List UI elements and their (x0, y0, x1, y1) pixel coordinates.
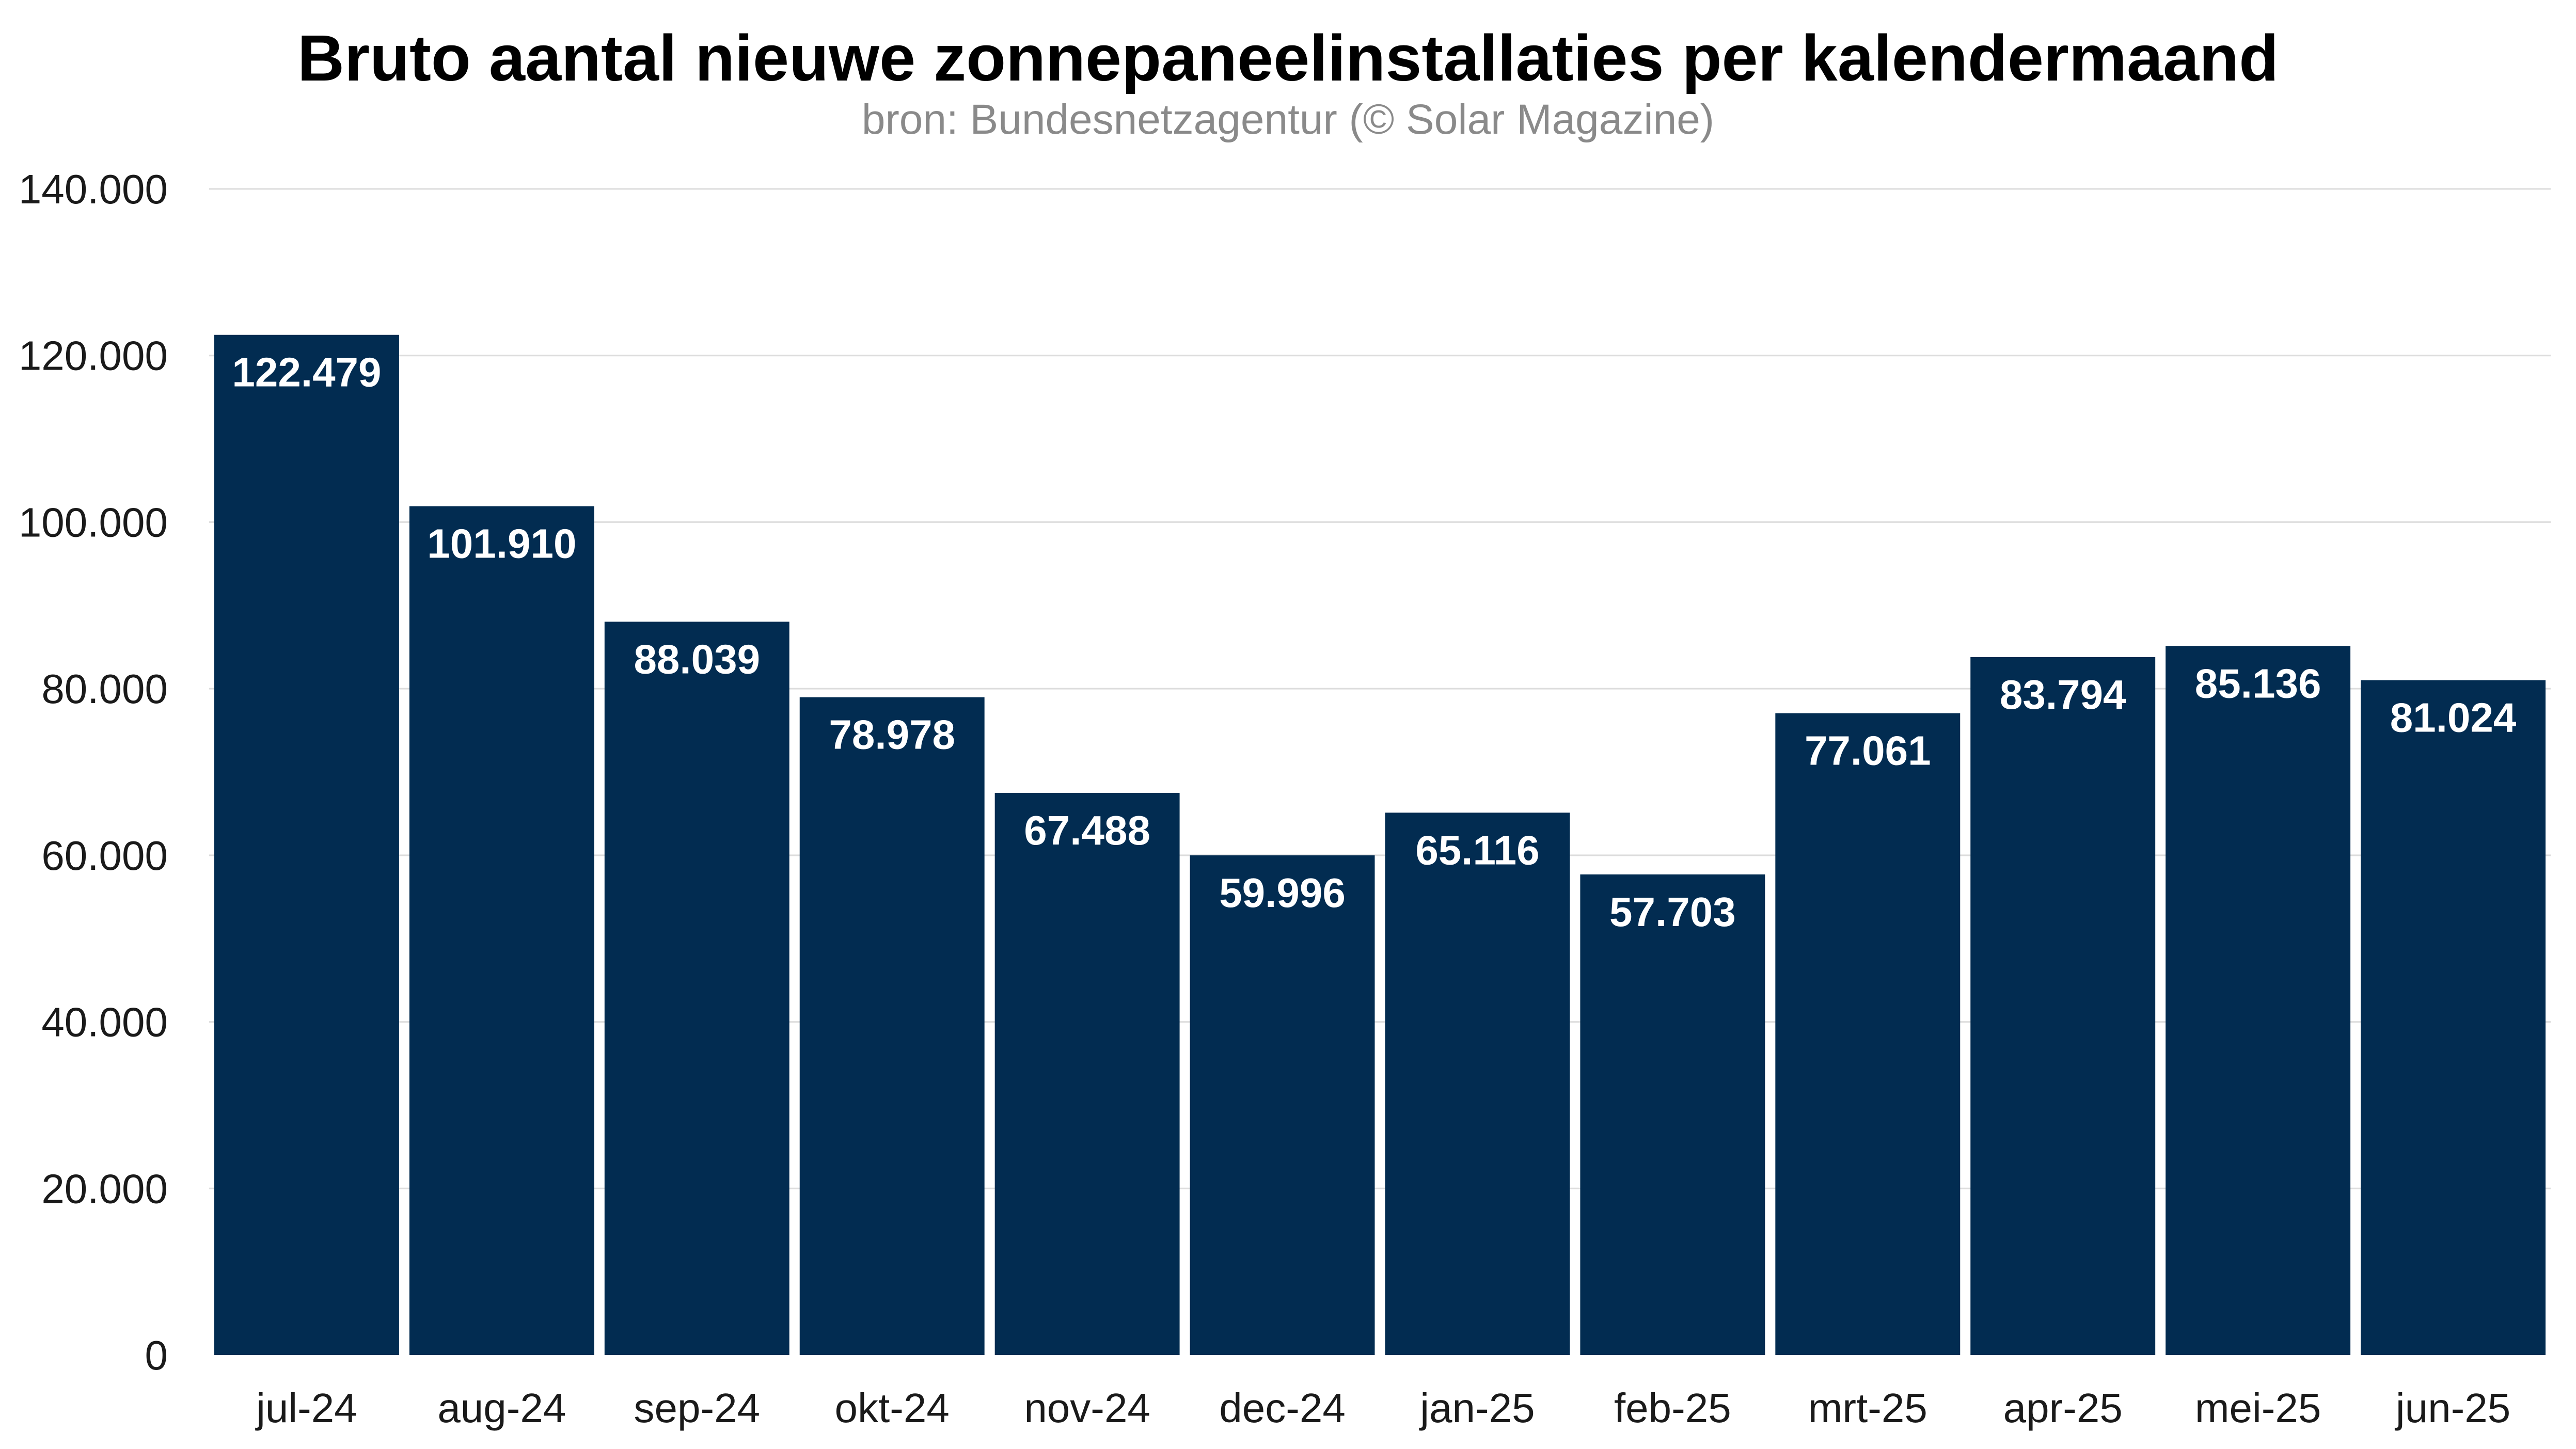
bar (2166, 646, 2351, 1355)
y-tick-label: 60.000 (41, 833, 168, 879)
bar-value-label: 65.116 (1415, 827, 1539, 873)
bar (2361, 680, 2546, 1355)
y-tick-label: 20.000 (41, 1166, 168, 1212)
bar (1970, 657, 2156, 1355)
x-tick-label: jun-25 (2395, 1385, 2510, 1431)
bar-value-label: 67.488 (1024, 807, 1150, 853)
bar (409, 506, 594, 1355)
bar (799, 697, 985, 1355)
bar-value-label: 77.061 (1805, 728, 1931, 774)
bar-value-label: 85.136 (2195, 660, 2321, 706)
x-tick-label: jan-25 (1419, 1385, 1535, 1431)
x-tick-label: dec-24 (1219, 1385, 1346, 1431)
bar (1580, 874, 1765, 1355)
y-tick-label: 80.000 (41, 666, 168, 712)
value-labels: 122.479 101.910 88.039 78.978 67.488 59.996 65… (232, 349, 2517, 935)
bar (1385, 813, 1570, 1355)
x-tick-label: apr-25 (2003, 1385, 2123, 1431)
gridlines (209, 188, 2551, 1189)
bar (604, 622, 789, 1355)
y-tick-label: 40.000 (41, 999, 168, 1045)
chart-title: Bruto aantal nieuwe zonnepaneelinstallat… (297, 22, 2279, 94)
x-tick-label: aug-24 (437, 1385, 566, 1431)
bar (1775, 713, 1961, 1355)
x-tick-label: mrt-25 (1808, 1385, 1927, 1431)
y-tick-label: 140.000 (19, 166, 168, 212)
x-axis-ticks: jul-24 aug-24 sep-24 okt-24 nov-24 dec-24 jan-… (255, 1385, 2510, 1431)
bar (214, 335, 399, 1355)
bar (994, 793, 1180, 1355)
y-axis-ticks: 0 20.000 40.000 60.000 80.000 100.000 120.000 1… (19, 166, 168, 1378)
y-tick-label: 0 (145, 1332, 168, 1378)
bar-value-label: 57.703 (1609, 889, 1736, 935)
chart-subtitle: bron: Bundesnetzagentur (© Solar Magazin… (861, 96, 1715, 143)
y-tick-label: 100.000 (19, 499, 168, 545)
y-tick-label: 120.000 (19, 333, 168, 379)
bar-value-label: 59.996 (1219, 870, 1346, 916)
bar (1190, 855, 1375, 1355)
bars (214, 335, 2546, 1355)
bar-value-label: 78.978 (829, 712, 955, 758)
bar-value-label: 81.024 (2390, 695, 2517, 741)
x-tick-label: feb-25 (1614, 1385, 1731, 1431)
bar-value-label: 101.910 (427, 521, 576, 567)
x-tick-label: sep-24 (634, 1385, 760, 1431)
bar-value-label: 122.479 (232, 349, 381, 395)
x-tick-label: nov-24 (1024, 1385, 1150, 1431)
x-tick-label: okt-24 (835, 1385, 950, 1431)
x-tick-label: mei-25 (2195, 1385, 2321, 1431)
bar-value-label: 83.794 (2000, 672, 2126, 718)
bar-value-label: 88.039 (634, 636, 760, 682)
x-tick-label: jul-24 (255, 1385, 357, 1431)
